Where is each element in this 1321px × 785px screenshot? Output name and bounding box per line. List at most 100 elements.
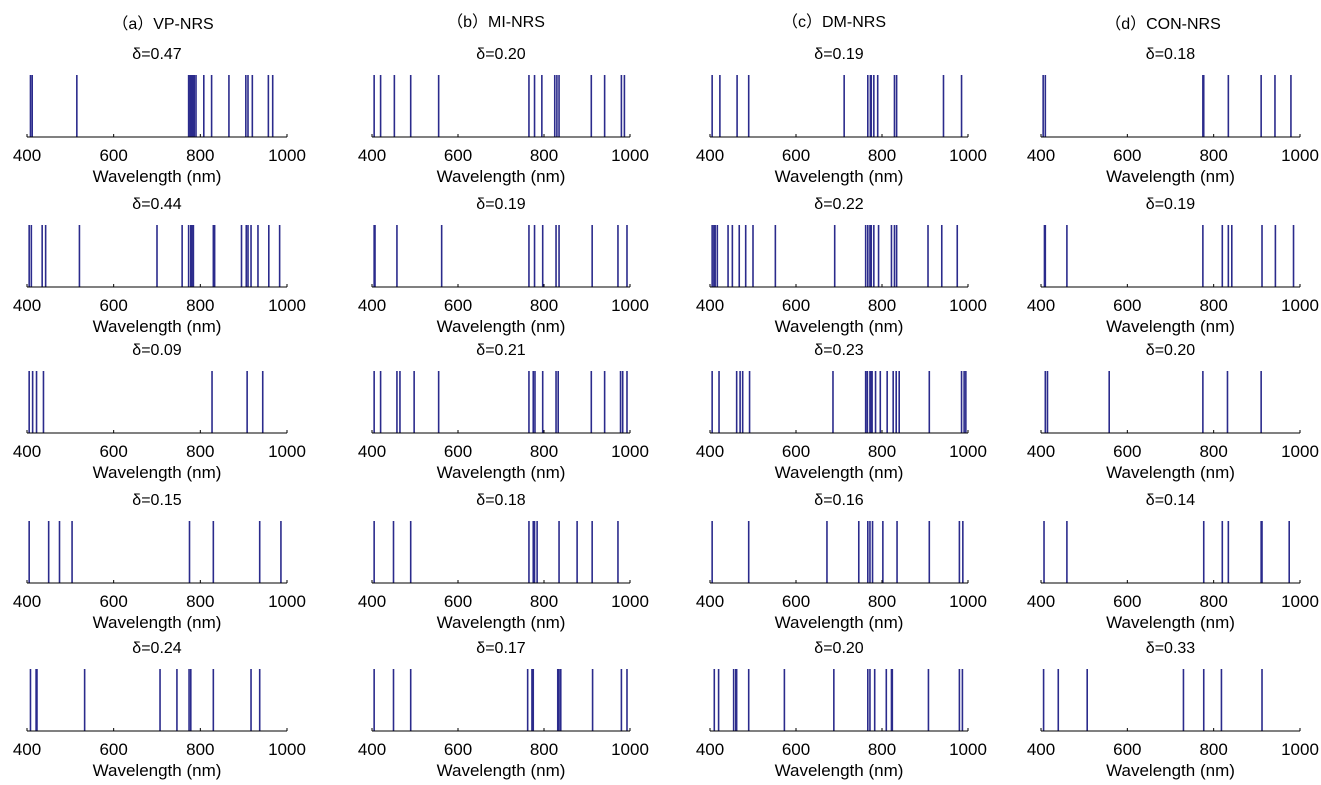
- x-tick-label: 400: [1027, 740, 1055, 759]
- x-tick-label: 800: [186, 296, 214, 315]
- x-tick-label: 1000: [268, 442, 306, 461]
- subplot-0-3: δ=0.15 400 600 800 1000 Wavelength (nm): [13, 492, 306, 632]
- x-tick-label: 600: [99, 592, 127, 611]
- subplot-2-1: δ=0.22 400 600 800 1000 Wavelength (nm): [696, 196, 987, 336]
- x-axis-label: Wavelength (nm): [1106, 317, 1235, 336]
- subplot-title: δ=0.20: [476, 46, 525, 63]
- subplot-title: δ=0.18: [476, 492, 525, 509]
- x-tick-label: 400: [358, 442, 386, 461]
- x-tick-label: 400: [358, 146, 386, 165]
- x-tick-label: 600: [99, 442, 127, 461]
- x-tick-label: 400: [696, 146, 724, 165]
- x-tick-label: 400: [13, 146, 41, 165]
- x-tick-label: 1000: [611, 442, 649, 461]
- x-axis-label: Wavelength (nm): [93, 463, 222, 482]
- x-tick-label: 800: [530, 740, 558, 759]
- subplot-title: δ=0.19: [814, 46, 863, 63]
- x-tick-label: 800: [868, 740, 896, 759]
- subplot-title: δ=0.20: [1146, 342, 1195, 359]
- column-title-d: （d）CON-NRS: [1105, 16, 1221, 33]
- x-tick-label: 600: [444, 592, 472, 611]
- x-axis-label: Wavelength (nm): [437, 613, 566, 632]
- x-tick-label: 600: [99, 146, 127, 165]
- subplot-title: δ=0.18: [1146, 46, 1195, 63]
- x-axis-label: Wavelength (nm): [93, 761, 222, 780]
- x-tick-label: 1000: [949, 146, 987, 165]
- x-tick-label: 800: [868, 592, 896, 611]
- x-tick-label: 600: [782, 592, 810, 611]
- subplot-title: δ=0.19: [1146, 196, 1195, 213]
- x-axis-label: Wavelength (nm): [775, 463, 904, 482]
- x-tick-label: 600: [782, 740, 810, 759]
- x-tick-label: 1000: [949, 442, 987, 461]
- x-tick-label: 1000: [1281, 442, 1319, 461]
- column-title-b: （b）MI-NRS: [447, 14, 545, 31]
- subplot-1-1: δ=0.19 400 600 800 1000 Wavelength (nm): [358, 196, 649, 336]
- x-axis-label: Wavelength (nm): [1106, 761, 1235, 780]
- subplot-3-0: δ=0.18 400 600 800 1000 Wavelength (nm): [1027, 46, 1319, 186]
- x-tick-label: 800: [530, 296, 558, 315]
- column-title-c: （c）DM-NRS: [782, 14, 886, 31]
- subplot-1-2: δ=0.21 400 600 800 1000 Wavelength (nm): [358, 342, 649, 482]
- x-tick-label: 800: [186, 442, 214, 461]
- x-tick-label: 800: [868, 146, 896, 165]
- x-tick-label: 1000: [268, 592, 306, 611]
- subplot-3-1: δ=0.19 400 600 800 1000 Wavelength (nm): [1027, 196, 1319, 336]
- x-tick-label: 400: [1027, 442, 1055, 461]
- x-tick-label: 800: [1199, 146, 1227, 165]
- x-axis-label: Wavelength (nm): [437, 761, 566, 780]
- subplot-title: δ=0.17: [476, 640, 525, 657]
- x-tick-label: 600: [444, 296, 472, 315]
- x-tick-label: 400: [13, 296, 41, 315]
- subplot-title: δ=0.24: [132, 640, 181, 657]
- x-tick-label: 1000: [611, 296, 649, 315]
- subplot-0-4: δ=0.24 400 600 800 1000 Wavelength (nm): [13, 640, 306, 780]
- x-tick-label: 600: [1113, 296, 1141, 315]
- x-axis-label: Wavelength (nm): [93, 317, 222, 336]
- x-tick-label: 1000: [1281, 146, 1319, 165]
- x-tick-label: 1000: [268, 296, 306, 315]
- x-tick-label: 600: [444, 442, 472, 461]
- x-tick-label: 400: [13, 740, 41, 759]
- x-axis-label: Wavelength (nm): [437, 317, 566, 336]
- x-tick-label: 400: [13, 592, 41, 611]
- x-tick-label: 1000: [949, 740, 987, 759]
- x-tick-label: 400: [1027, 592, 1055, 611]
- x-tick-label: 1000: [1281, 592, 1319, 611]
- x-tick-label: 800: [530, 442, 558, 461]
- x-axis-label: Wavelength (nm): [437, 167, 566, 186]
- x-axis-label: Wavelength (nm): [775, 167, 904, 186]
- subplot-2-4: δ=0.20 400 600 800 1000 Wavelength (nm): [696, 640, 987, 780]
- x-tick-label: 800: [530, 146, 558, 165]
- x-tick-label: 400: [1027, 296, 1055, 315]
- x-tick-label: 600: [1113, 146, 1141, 165]
- x-tick-label: 600: [444, 740, 472, 759]
- subplot-title: δ=0.23: [814, 342, 863, 359]
- subplot-1-3: δ=0.18 400 600 800 1000 Wavelength (nm): [358, 492, 649, 632]
- subplot-title: δ=0.15: [132, 492, 181, 509]
- x-tick-label: 1000: [611, 146, 649, 165]
- x-tick-label: 400: [696, 740, 724, 759]
- x-tick-label: 800: [1199, 296, 1227, 315]
- subplot-title: δ=0.21: [476, 342, 525, 359]
- x-tick-label: 800: [868, 442, 896, 461]
- subplot-title: δ=0.33: [1146, 640, 1195, 657]
- x-axis-label: Wavelength (nm): [93, 167, 222, 186]
- x-tick-label: 800: [1199, 592, 1227, 611]
- column-title-a: （a）VP-NRS: [112, 16, 214, 33]
- subplot-3-2: δ=0.20 400 600 800 1000 Wavelength (nm): [1027, 342, 1319, 482]
- subplot-2-0: δ=0.19 400 600 800 1000 Wavelength (nm): [696, 46, 987, 186]
- x-tick-label: 1000: [611, 592, 649, 611]
- x-tick-label: 600: [444, 146, 472, 165]
- x-axis-label: Wavelength (nm): [775, 613, 904, 632]
- x-tick-label: 800: [186, 740, 214, 759]
- x-tick-label: 1000: [949, 592, 987, 611]
- subplot-0-0: δ=0.47 400 600 800 1000 Wavelength (nm): [13, 46, 306, 186]
- x-tick-label: 1000: [949, 296, 987, 315]
- subplot-0-1: δ=0.44 400 600 800 1000 Wavelength (nm): [13, 196, 306, 336]
- x-tick-label: 600: [782, 296, 810, 315]
- x-tick-label: 400: [1027, 146, 1055, 165]
- subplot-0-2: δ=0.09 400 600 800 1000 Wavelength (nm): [13, 342, 306, 482]
